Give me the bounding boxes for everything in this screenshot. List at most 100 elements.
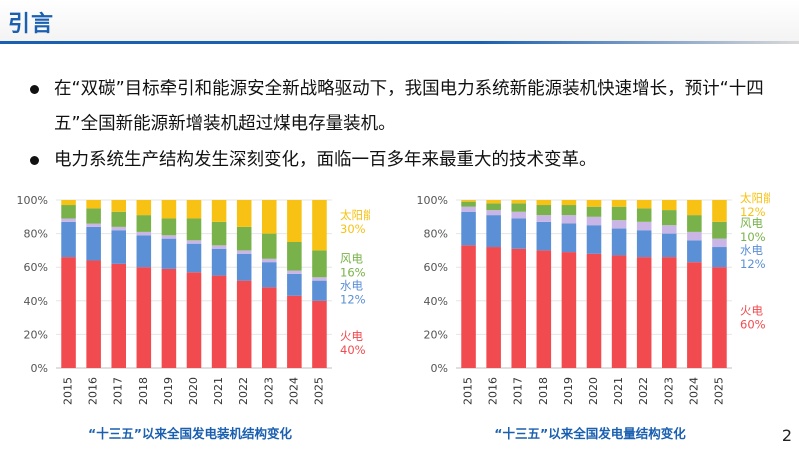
y-tick-label: 0% bbox=[31, 362, 48, 375]
y-tick-label: 20% bbox=[24, 328, 48, 341]
x-tick-label: 2017 bbox=[112, 377, 125, 405]
bar-hydro-2025 bbox=[312, 280, 327, 301]
bar-nuclear-2017 bbox=[111, 226, 127, 231]
bar-nuclear-2021 bbox=[611, 220, 627, 229]
bar-thermal-2025 bbox=[312, 300, 327, 368]
generation-chart-plot: 0% 20% 40% 60% 80% 100% 2015 2016 2017 2018 2019 20… bbox=[417, 191, 770, 405]
x-tick-label: 2019 bbox=[562, 377, 575, 405]
annotation-value-hydro: 12% bbox=[740, 257, 766, 271]
bar-solar-2023 bbox=[661, 200, 677, 211]
bar-solar-2019 bbox=[161, 200, 177, 219]
y-tick-label: 0% bbox=[431, 362, 448, 375]
bar-wind-2019 bbox=[161, 218, 177, 236]
x-tick-label: 2021 bbox=[612, 377, 625, 405]
bar-hydro-2020 bbox=[186, 243, 202, 273]
bar-wind-2023 bbox=[261, 233, 277, 259]
bar-hydro-2018 bbox=[536, 221, 552, 251]
y-tick-label: 100% bbox=[17, 194, 48, 207]
title-bar: 引言 bbox=[0, 0, 799, 44]
x-tick-label: 2020 bbox=[587, 377, 600, 405]
bar-wind-2019 bbox=[561, 205, 577, 216]
bar-thermal-2021 bbox=[211, 275, 227, 368]
y-tick-label: 80% bbox=[24, 228, 48, 241]
bar-wind-2015 bbox=[61, 205, 76, 219]
generation-structure-chart: 0% 20% 40% 60% 80% 100% 2015 2016 2017 2018 2019 20… bbox=[410, 190, 770, 445]
bar-solar-2025 bbox=[312, 200, 327, 251]
bar-nuclear-2020 bbox=[586, 216, 602, 226]
annotation-label-thermal: 火电 bbox=[740, 304, 763, 318]
title-divider bbox=[0, 41, 799, 44]
bar-thermal-2021 bbox=[611, 255, 627, 368]
bar-wind-2018 bbox=[136, 215, 152, 232]
bar-hydro-2023 bbox=[261, 262, 277, 288]
bar-hydro-2019 bbox=[561, 223, 577, 253]
bar-nuclear-2019 bbox=[561, 215, 577, 224]
bar-nuclear-2017 bbox=[511, 211, 527, 219]
bar-wind-2022 bbox=[636, 208, 652, 222]
bar-solar-2015 bbox=[461, 200, 476, 202]
bar-thermal-2023 bbox=[661, 257, 677, 368]
bar-solar-2017 bbox=[111, 200, 127, 212]
bar-nuclear-2022 bbox=[636, 221, 652, 231]
bar-wind-2024 bbox=[687, 215, 702, 232]
x-tick-label: 2024 bbox=[687, 377, 700, 405]
bar-hydro-2017 bbox=[511, 218, 527, 249]
bar-solar-2018 bbox=[536, 200, 552, 206]
bar-nuclear-2023 bbox=[661, 225, 677, 234]
page-title: 引言 bbox=[8, 12, 55, 37]
bar-nuclear-2015 bbox=[461, 206, 476, 212]
x-tick-label: 2019 bbox=[162, 377, 175, 405]
bar-thermal-2024 bbox=[287, 295, 302, 368]
bullet-text-2: 电力系统生产结构发生深刻变化，面临一百多年来最重大的技术变革。 bbox=[54, 150, 597, 170]
x-tick-label: 2018 bbox=[137, 377, 150, 405]
bar-thermal-2022 bbox=[236, 280, 252, 368]
y-tick-label: 60% bbox=[424, 261, 448, 274]
bar-wind-2025 bbox=[712, 221, 727, 239]
generation-chart-title: “十三五”以来全国发电量结构变化 bbox=[494, 426, 686, 441]
bar-hydro-2018 bbox=[136, 235, 152, 268]
x-tick-label: 2015 bbox=[62, 377, 75, 405]
capacity-chart-title: “十三五”以来全国发电装机结构变化 bbox=[88, 426, 292, 441]
bar-thermal-2016 bbox=[86, 260, 101, 368]
x-tick-label: 2025 bbox=[712, 377, 725, 405]
bar-solar-2023 bbox=[261, 200, 277, 234]
y-tick-label: 40% bbox=[24, 295, 48, 308]
bar-wind-2020 bbox=[186, 218, 202, 241]
bullet-item-2: 电力系统生产结构发生深刻变化，面临一百多年来最重大的技术变革。 bbox=[30, 143, 770, 178]
bar-thermal-2024 bbox=[687, 262, 702, 368]
bar-wind-2017 bbox=[511, 203, 527, 212]
bar-wind-2018 bbox=[536, 205, 552, 216]
capacity-chart-plot: 0% 20% 40% 60% 80% 100% 2015 2016 2017 2018 2019 20… bbox=[17, 194, 370, 405]
bar-nuclear-2016 bbox=[486, 210, 501, 216]
bar-nuclear-2021 bbox=[211, 245, 227, 249]
y-tick-label: 60% bbox=[24, 261, 48, 274]
bullet-dot-icon bbox=[30, 156, 39, 165]
bar-hydro-2021 bbox=[211, 248, 227, 276]
x-tick-label: 2023 bbox=[662, 377, 675, 405]
x-tick-label: 2022 bbox=[237, 377, 250, 405]
annotation-label-hydro: 水电 bbox=[340, 278, 363, 292]
annotation-label-thermal: 火电 bbox=[340, 329, 363, 343]
bar-thermal-2018 bbox=[136, 267, 152, 368]
annotation-value-solar: 30% bbox=[340, 222, 366, 236]
bar-thermal-2016 bbox=[486, 247, 501, 368]
bar-hydro-2019 bbox=[161, 238, 177, 269]
bar-hydro-2024 bbox=[287, 273, 302, 296]
annotation-label-wind: 风电 bbox=[740, 216, 763, 230]
bar-thermal-2023 bbox=[261, 287, 277, 368]
bar-thermal-2017 bbox=[111, 263, 127, 368]
annotation-label-solar: 太阳能 bbox=[340, 208, 370, 222]
annotation-label-solar: 太阳能 bbox=[740, 191, 770, 205]
bar-wind-2020 bbox=[586, 206, 602, 217]
bar-hydro-2022 bbox=[236, 253, 252, 281]
bar-solar-2016 bbox=[86, 200, 101, 209]
bar-solar-2018 bbox=[136, 200, 152, 216]
annotation-value-solar: 12% bbox=[740, 205, 766, 219]
y-tick-label: 100% bbox=[417, 194, 448, 207]
annotation-label-hydro: 水电 bbox=[740, 243, 763, 257]
bar-hydro-2021 bbox=[611, 228, 627, 256]
bar-thermal-2018 bbox=[536, 250, 552, 368]
bar-nuclear-2018 bbox=[136, 231, 152, 236]
bar-thermal-2025 bbox=[712, 267, 727, 368]
bar-hydro-2022 bbox=[636, 230, 652, 258]
